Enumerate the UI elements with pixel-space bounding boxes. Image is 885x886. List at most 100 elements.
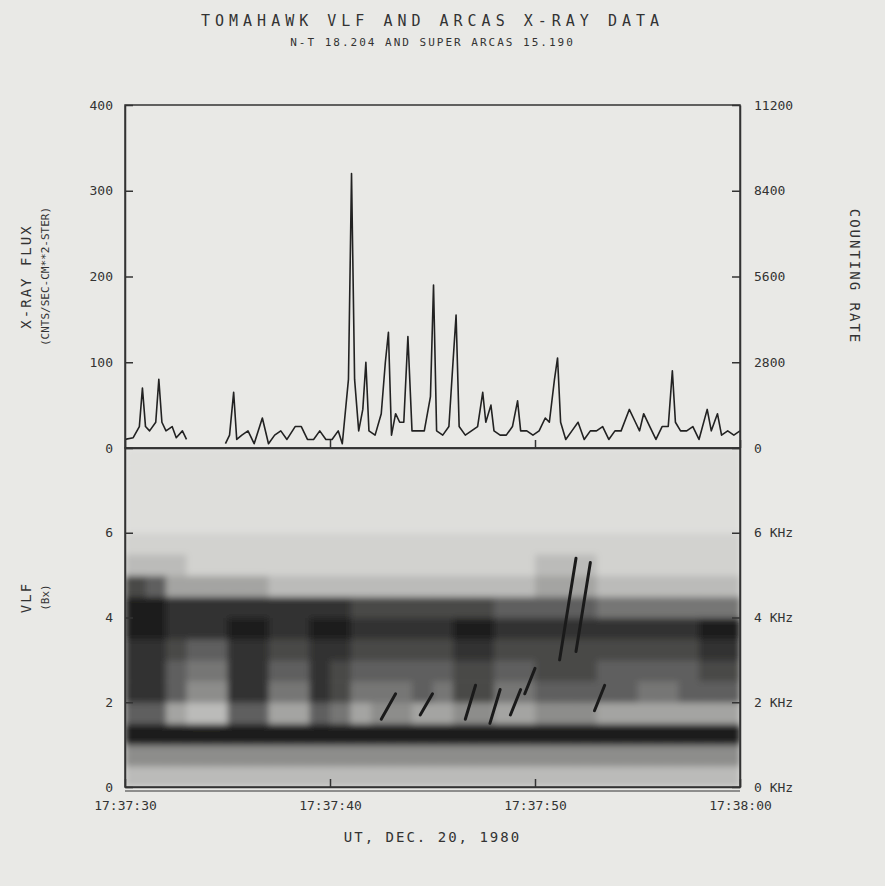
heat-cell (433, 554, 454, 576)
heat-cell (556, 469, 577, 491)
heat-cell (658, 745, 679, 767)
heat-cell (638, 766, 659, 787)
heat-cell (658, 681, 679, 703)
heat-cell (228, 490, 249, 512)
heat-cell (494, 766, 515, 787)
heat-cell (166, 512, 187, 534)
tick: 2 KHz (732, 695, 793, 710)
heat-cell (699, 575, 720, 597)
heat-cell (679, 766, 700, 787)
heat-cell (453, 745, 474, 767)
heat-cell (351, 575, 372, 597)
heat-cell (679, 702, 700, 724)
heat-cell (248, 681, 269, 703)
heat-cell (187, 490, 208, 512)
heat-cell (166, 702, 187, 724)
heat-cell (617, 766, 638, 787)
heat-cell (269, 469, 290, 491)
heat-cell (371, 554, 392, 576)
discrete-tone (465, 685, 475, 719)
heat-cell (228, 745, 249, 767)
heat-cell (392, 660, 413, 682)
heat-cell (289, 596, 310, 618)
heat-cell (351, 512, 372, 534)
tick-mark (535, 779, 537, 787)
heat-cell (494, 448, 515, 470)
heat-cell (433, 448, 454, 470)
heat-cell (351, 660, 372, 682)
heat-cell (699, 596, 720, 618)
heat-cell (433, 702, 454, 724)
heat-cell (474, 533, 495, 555)
heat-cell (453, 639, 474, 661)
tick-mark (732, 533, 740, 535)
heat-cell (576, 639, 597, 661)
figure: TOMAHAWK VLF AND ARCAS X-RAY DATAN-T 18.… (0, 0, 885, 886)
heat-cell (617, 745, 638, 767)
heat-cell (433, 490, 454, 512)
heat-cell (658, 766, 679, 787)
heat-cell (228, 596, 249, 618)
heat-cell (679, 490, 700, 512)
heat-cell (248, 660, 269, 682)
heat-cell (146, 448, 167, 470)
heat-cell (433, 723, 454, 745)
heat-cell (556, 702, 577, 724)
heat-cell (617, 490, 638, 512)
heat-cell (412, 490, 433, 512)
axis-title: (CNTS/SEC-CM**2-STER) (39, 207, 52, 346)
heatmap (125, 448, 740, 787)
heat-cell (515, 533, 536, 555)
axis-title: VLF (18, 582, 34, 613)
heat-cell (351, 596, 372, 618)
heat-cell (289, 660, 310, 682)
tick-mark (535, 440, 537, 448)
heat-cell (638, 745, 659, 767)
tick (125, 440, 126, 448)
heat-cell (207, 575, 228, 597)
heat-cell (207, 660, 228, 682)
tick: 100 (90, 355, 133, 370)
heat-cell (351, 723, 372, 745)
heat-cell (494, 533, 515, 555)
heat-cell (207, 723, 228, 745)
heat-cell (371, 512, 392, 534)
heat-cell (392, 448, 413, 470)
discrete-tone (420, 694, 432, 715)
heat-cell (207, 469, 228, 491)
heat-cell (453, 660, 474, 682)
heat-cell (248, 702, 269, 724)
heat-cell (371, 639, 392, 661)
heat-cell (535, 618, 556, 640)
heat-cell (720, 660, 741, 682)
discrete-tone (594, 685, 604, 710)
tick-label: 6 KHz (754, 525, 793, 540)
heat-cell (269, 575, 290, 597)
heat-cell (310, 575, 331, 597)
tick: 8400 (732, 183, 785, 198)
heat-cell (638, 618, 659, 640)
heat-cell (658, 554, 679, 576)
heat-cell (371, 448, 392, 470)
heat-cell (146, 554, 167, 576)
heat-cell (269, 554, 290, 576)
background (0, 0, 885, 886)
axis-title: COUNTING RATE (847, 209, 863, 345)
heat-cell (494, 745, 515, 767)
heat-cell (330, 533, 351, 555)
heat-cell (125, 723, 146, 745)
heat-cell (392, 702, 413, 724)
heat-cell (433, 575, 454, 597)
heat-cell (535, 490, 556, 512)
tick: 17:37:40 (299, 779, 362, 813)
heat-cell (392, 490, 413, 512)
heat-cell (371, 596, 392, 618)
heat-cell (228, 512, 249, 534)
heat-cell (617, 575, 638, 597)
tick: 300 (90, 183, 133, 198)
heat-cell (248, 575, 269, 597)
heat-cell (187, 596, 208, 618)
heat-cell (330, 596, 351, 618)
heat-cell (679, 681, 700, 703)
heat-cell (125, 702, 146, 724)
